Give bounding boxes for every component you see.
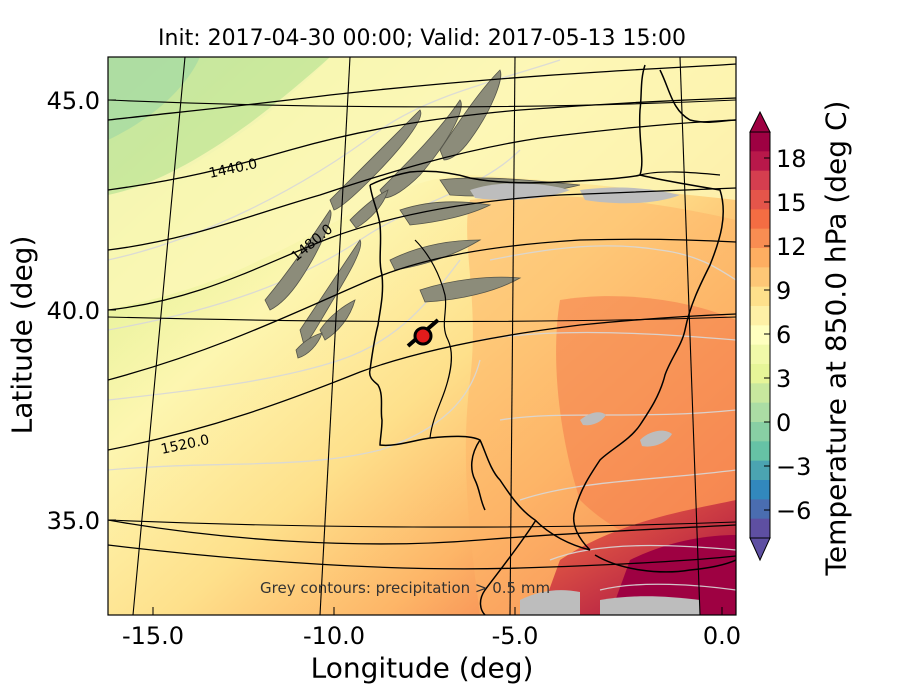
colorbar-band bbox=[750, 190, 770, 210]
colorbar-band bbox=[750, 306, 770, 326]
x-axis-label: Longitude (deg) bbox=[310, 651, 534, 685]
borders bbox=[414, 171, 721, 439]
colorbar-tick-label: 3 bbox=[776, 365, 791, 393]
colorbar-ticks: 18 15 12 9 6 3 0 −3 −6 bbox=[764, 145, 811, 525]
map-field: 1440.0 1480.0 1520.0 Grey contours: prec… bbox=[108, 57, 736, 615]
colorbar-tick-label: 18 bbox=[776, 145, 807, 173]
colorbar-band bbox=[750, 364, 770, 384]
graticule bbox=[108, 57, 736, 615]
colorbar-band bbox=[750, 480, 770, 500]
y-tick-label: 45.0 bbox=[47, 87, 100, 115]
colorbar-band bbox=[750, 344, 770, 365]
location-marker bbox=[413, 326, 433, 346]
colorbar-tick-label: 12 bbox=[776, 233, 807, 261]
colorbar-band bbox=[750, 422, 770, 442]
colorbar-tick-label: 15 bbox=[776, 189, 807, 217]
colorbar-band bbox=[750, 132, 770, 152]
colorbar-band bbox=[750, 402, 770, 423]
colorbar-tick-label: −6 bbox=[776, 497, 811, 525]
colorbar-band bbox=[750, 170, 770, 191]
colorbar: 18 15 12 9 6 3 0 −3 −6 bbox=[749, 110, 811, 562]
colorbar-band bbox=[750, 209, 770, 230]
colorbar-band bbox=[750, 267, 770, 288]
plot-title: Init: 2017-04-30 00:00; Valid: 2017-05-1… bbox=[158, 26, 686, 51]
colorbar-tick-label: 9 bbox=[776, 277, 791, 305]
colorbar-tick-label: 0 bbox=[776, 409, 791, 437]
y-axis: 45.0 40.0 35.0 bbox=[47, 87, 116, 535]
x-tick-label: -5.0 bbox=[492, 622, 539, 650]
colorbar-tick-label: 6 bbox=[776, 321, 791, 349]
colorbar-label: Temperature at 850.0 hPa (deg C) bbox=[819, 100, 853, 576]
colorbar-band bbox=[750, 286, 770, 307]
x-axis: -15.0 -10.0 -5.0 0.0 bbox=[122, 607, 741, 650]
colorbar-band bbox=[750, 460, 770, 481]
colorbar-band bbox=[750, 441, 770, 462]
y-tick-label: 40.0 bbox=[47, 297, 100, 325]
map-frame bbox=[107, 56, 737, 616]
colorbar-band bbox=[750, 248, 770, 268]
colorbar-band bbox=[750, 518, 770, 539]
y-tick-label: 35.0 bbox=[47, 507, 100, 535]
colorbar-band bbox=[750, 151, 770, 172]
colorbar-band bbox=[750, 228, 770, 249]
height-contours bbox=[108, 63, 736, 570]
x-tick-label: -15.0 bbox=[122, 622, 184, 650]
colorbar-band bbox=[750, 383, 770, 404]
precip-annotation: Grey contours: precipitation > 0.5 mm bbox=[260, 579, 550, 597]
colorbar-band bbox=[750, 499, 770, 520]
colorbar-band bbox=[750, 325, 770, 346]
y-axis-label: Latitude (deg) bbox=[5, 235, 39, 435]
colorbar-tick-label: −3 bbox=[776, 453, 811, 481]
x-tick-label: -10.0 bbox=[303, 622, 365, 650]
x-tick-label: 0.0 bbox=[703, 622, 741, 650]
precip-light bbox=[470, 183, 700, 615]
